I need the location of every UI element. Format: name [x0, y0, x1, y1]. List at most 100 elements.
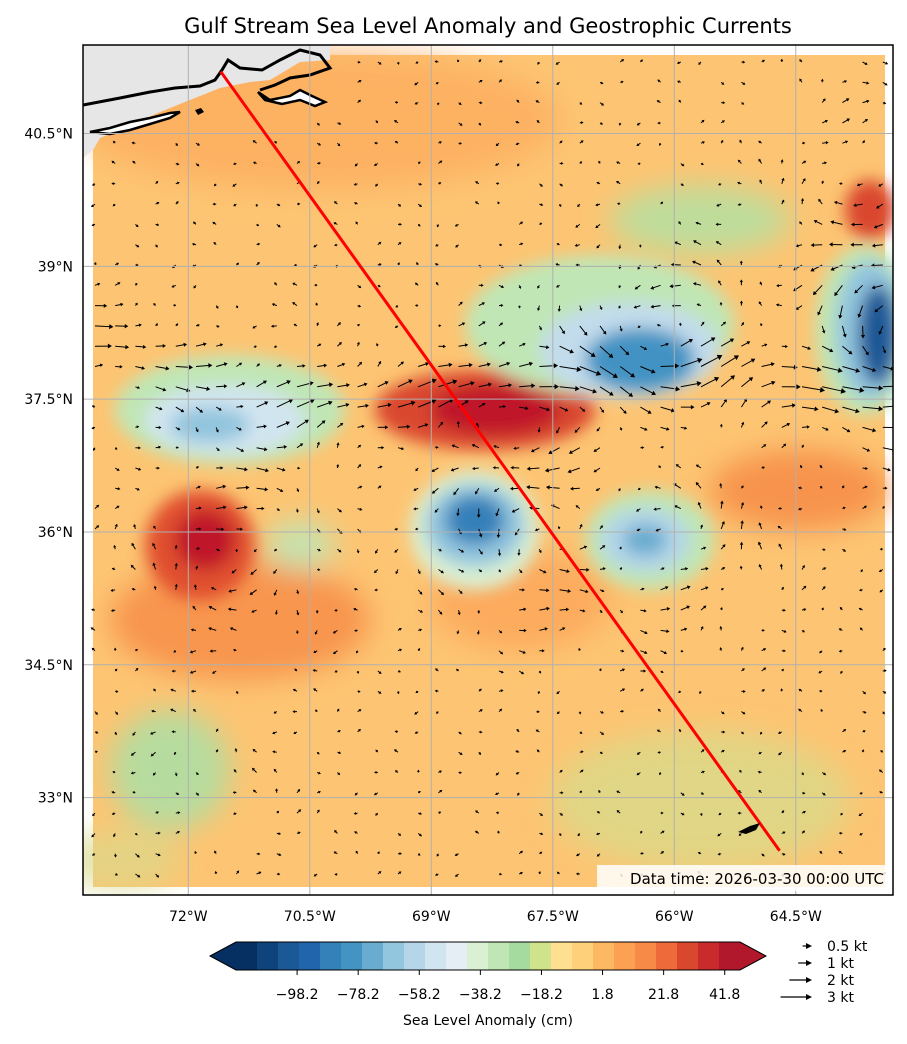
- current-arrow: [375, 548, 379, 554]
- track-line: [219, 70, 781, 852]
- bermuda: [738, 823, 760, 834]
- current-arrow: [115, 487, 121, 491]
- current-arrow: [741, 731, 744, 735]
- current-arrow: [296, 466, 301, 470]
- current-arrow: [314, 630, 318, 635]
- current-arrow: [640, 386, 657, 396]
- current-arrow: [417, 833, 422, 837]
- current-arrow: [355, 221, 359, 225]
- current-arrow: [377, 871, 382, 875]
- current-arrow: [840, 670, 843, 674]
- current-arrow: [842, 118, 850, 124]
- current-arrow: [700, 626, 704, 631]
- quiver-key-label: 3 kt: [827, 990, 854, 1006]
- current-arrow: [458, 102, 462, 105]
- current-arrow: [519, 361, 534, 367]
- current-arrow: [879, 547, 883, 551]
- current-arrow: [721, 101, 726, 105]
- current-arrow: [316, 343, 322, 347]
- current-arrow: [438, 398, 454, 408]
- current-arrow: [195, 427, 199, 433]
- current-arrow: [620, 709, 625, 713]
- current-arrow: [135, 467, 142, 471]
- current-arrow: [354, 831, 358, 834]
- current-arrow: [860, 325, 866, 339]
- current-arrow: [700, 546, 707, 550]
- sla-warm-east: [710, 450, 890, 530]
- current-arrow: [193, 708, 197, 712]
- current-arrow: [236, 870, 240, 875]
- current-arrow: [274, 141, 278, 144]
- current-arrow: [478, 283, 484, 287]
- current-arrow: [657, 79, 661, 83]
- current-arrow: [458, 569, 465, 573]
- sla-high-gulfstream-core: [430, 385, 560, 435]
- current-arrow: [640, 345, 648, 350]
- current-arrow: [153, 525, 157, 530]
- current-arrow: [273, 548, 278, 552]
- current-arrow: [155, 853, 161, 857]
- current-arrow: [474, 201, 480, 205]
- sla-green-south: [110, 710, 230, 830]
- colorbar-segment: [299, 942, 321, 970]
- current-arrow: [537, 285, 540, 289]
- current-arrow: [495, 163, 500, 166]
- colorbar-segment: [530, 942, 552, 970]
- current-arrow: [296, 364, 306, 368]
- current-arrow: [292, 688, 298, 692]
- current-arrow: [639, 830, 643, 834]
- current-arrow: [517, 549, 521, 556]
- current-arrow: [819, 850, 823, 855]
- current-arrow: [660, 670, 664, 674]
- current-arrow: [134, 832, 138, 836]
- current-arrow: [599, 102, 604, 106]
- current-arrow: [859, 627, 863, 631]
- lat-tick-label: 37.5°N: [24, 392, 73, 408]
- current-arrow: [315, 302, 319, 306]
- current-arrow: [275, 788, 279, 793]
- current-arrow: [720, 500, 724, 509]
- current-arrow: [456, 508, 460, 517]
- current-arrow: [498, 708, 503, 712]
- current-arrow: [697, 501, 702, 509]
- current-arrow: [519, 342, 526, 347]
- lon-tick-label: 72°W: [169, 909, 208, 925]
- current-arrow: [795, 244, 803, 248]
- current-arrow: [498, 243, 503, 247]
- map-title: Gulf Stream Sea Level Anomaly and Geostr…: [184, 14, 792, 38]
- current-arrow: [295, 508, 299, 513]
- current-arrow: [596, 244, 601, 249]
- current-arrow: [249, 589, 257, 596]
- current-arrow: [216, 384, 228, 389]
- cape-cod: [257, 88, 329, 108]
- current-arrow: [720, 521, 725, 530]
- current-arrow: [418, 423, 429, 428]
- colorbar-ticks: −98.2 −78.2 −58.2 −38.2 −18.2 1.8 21.8 41.8: [276, 970, 740, 1003]
- current-arrow: [720, 588, 724, 591]
- current-arrow: [253, 548, 257, 553]
- current-arrow: [153, 688, 156, 692]
- current-arrow: [640, 629, 648, 635]
- current-arrow: [475, 810, 480, 814]
- current-arrow: [215, 749, 219, 753]
- current-arrow: [599, 406, 604, 413]
- current-arrow: [795, 305, 803, 310]
- current-arrow: [155, 180, 159, 185]
- current-arrow: [374, 770, 378, 774]
- current-arrow: [801, 564, 805, 570]
- current-arrow: [537, 61, 540, 65]
- current-arrow: [373, 569, 379, 574]
- current-arrow: [155, 425, 162, 430]
- current-arrow: [174, 562, 178, 570]
- current-arrow: [680, 357, 703, 367]
- current-arrow: [757, 770, 762, 774]
- land: [83, 45, 333, 158]
- current-arrow: [882, 101, 887, 105]
- current-arrow: [777, 507, 782, 510]
- current-arrow: [616, 161, 621, 165]
- current-arrow: [195, 547, 200, 551]
- current-arrow: [492, 466, 500, 470]
- current-arrow: [438, 569, 444, 574]
- current-arrow: [781, 443, 787, 449]
- current-arrow: [397, 222, 403, 226]
